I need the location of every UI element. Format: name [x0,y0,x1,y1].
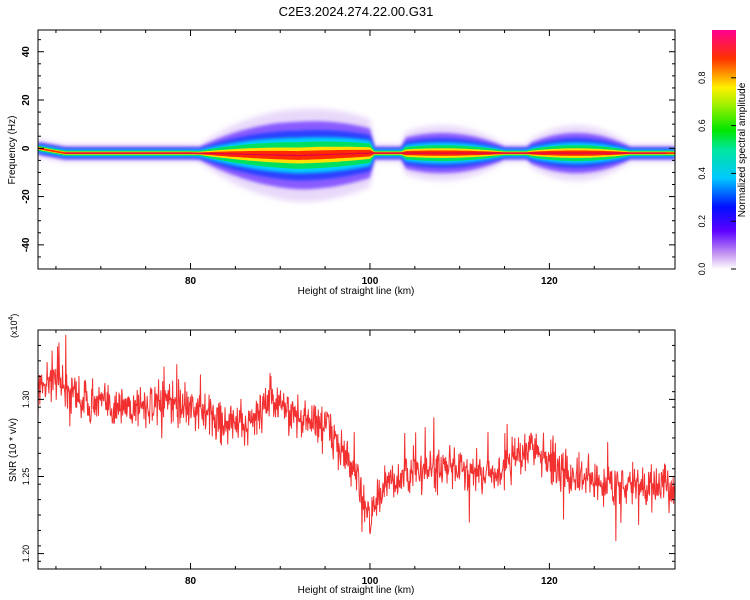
colorbar-tick-label: 0.6 [697,119,707,132]
snr-x-tick-label: 120 [541,576,558,587]
spectrogram-x-tick-label: 100 [362,276,379,287]
snr-y-multiplier: (x104) [8,314,19,338]
colorbar-tick-label: 0.0 [697,263,707,276]
snr-series-line [38,334,675,542]
snr-y-tick-label: 1.30 [21,391,31,409]
colorbar-label: Normalized spectral amplitude [737,82,748,217]
snr-panel: 80 100 120 1.20 1.25 1.30 Height of straight… [8,314,676,596]
spectrogram-x-tick-label: 80 [185,276,197,287]
snr-x-ticks: 80 100 120 [55,330,640,587]
spectrogram-frame [37,29,676,270]
spectrogram-y-tick-label: 0 [21,145,32,151]
colorbar: 0.0 0.2 0.4 0.6 0.8 Normalized spectral ampl… [697,30,748,275]
spectrogram-x-tick-label: 120 [541,276,558,287]
spectrogram-y-axis-label: Frequency (Hz) [7,116,18,185]
snr-plot-area [38,330,675,569]
spectrogram-y-tick-label: -20 [21,189,32,204]
colorbar-gradient [712,30,736,269]
snr-y-tick-label: 1.20 [21,545,31,563]
snr-y-ticks: 1.20 1.25 1.30 [21,329,675,563]
spectrogram-panel: 80 100 120 40 20 0 -20 -40 Height of straight … [7,29,676,297]
spectrogram-y-ticks: 40 20 0 -20 -40 [21,39,675,270]
spectrogram-x-axis-label: Height of straight line (km) [298,286,415,297]
colorbar-tick-label: 0.2 [697,215,707,228]
spectrogram-ridge-core [64,152,666,157]
colorbar-tick-label: 0.4 [697,167,707,180]
snr-y-tick-label: 1.25 [21,468,31,486]
snr-x-tick-label: 80 [185,576,197,587]
spectrogram-ridge [38,108,675,202]
snr-x-tick-label: 100 [362,576,379,587]
spectrogram-y-tick-label: 20 [21,94,32,106]
spectrogram-y-tick-label: -40 [21,237,32,252]
colorbar-ticks: 0.0 0.2 0.4 0.6 0.8 [697,72,736,276]
figure-title: C2E3.2024.274.22.00.G31 [279,4,434,19]
snr-x-axis-label: Height of straight line (km) [298,585,415,596]
snr-y-axis-label: SNR (10 * v/v) [8,418,19,482]
spectrogram-x-ticks: 80 100 120 [55,30,640,287]
spectrogram-y-tick-label: 40 [21,46,32,58]
colorbar-tick-label: 0.8 [697,72,707,85]
snr-frame [37,329,676,570]
